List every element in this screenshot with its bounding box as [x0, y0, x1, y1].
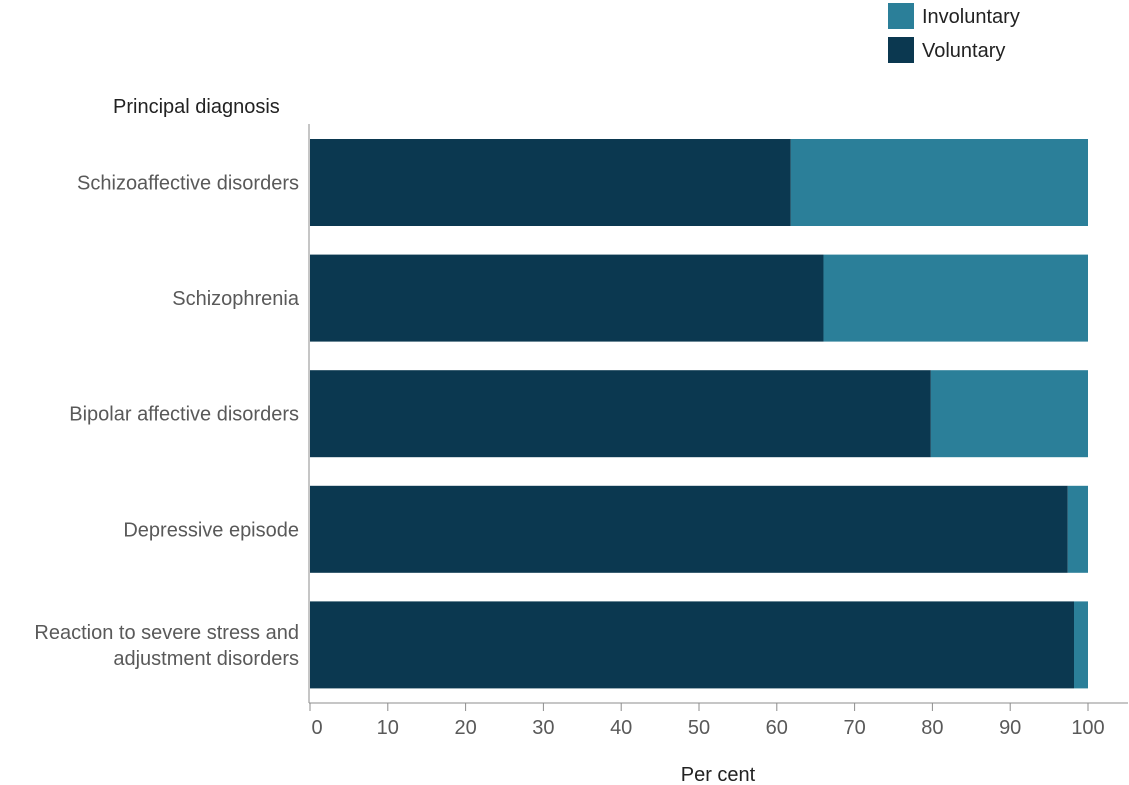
x-tick-label: 30	[532, 717, 554, 739]
bar-voluntary-0	[310, 139, 791, 226]
x-tick-label: 70	[843, 717, 865, 739]
category-label: adjustment disorders	[113, 648, 299, 670]
category-label: Bipolar affective disorders	[69, 404, 299, 426]
x-tick-label: 50	[688, 717, 710, 739]
bar-involuntary-3	[1067, 485, 1088, 573]
x-tick-labels: 0 10 20 30 40 50 60 70 80 90 100	[311, 717, 1104, 739]
bar-voluntary-1	[310, 254, 824, 342]
category-label: Depressive episode	[123, 519, 299, 541]
legend-swatch-voluntary	[888, 37, 914, 63]
x-tick-label: 80	[921, 717, 943, 739]
bar-involuntary-0	[790, 139, 1088, 226]
bar-involuntary-4	[1073, 601, 1088, 689]
x-tick-label: 90	[999, 717, 1021, 739]
x-tick-label: 100	[1071, 717, 1104, 739]
axes	[308, 124, 1128, 711]
x-tick-label: 40	[610, 717, 632, 739]
legend-label-involuntary: Involuntary	[922, 6, 1020, 28]
legend-label-voluntary: Voluntary	[922, 40, 1005, 62]
legend: Involuntary Voluntary	[888, 3, 1020, 63]
bar-involuntary-1	[823, 254, 1088, 342]
x-tick-label: 10	[377, 717, 399, 739]
bars	[310, 139, 1088, 689]
category-labels: Schizoaffective disorders Schizophrenia Bi…	[34, 173, 299, 670]
legend-swatch-involuntary	[888, 3, 914, 29]
bar-involuntary-2	[930, 370, 1088, 458]
category-label: Schizoaffective disorders	[77, 173, 299, 195]
bar-voluntary-4	[310, 601, 1074, 689]
category-label: Schizophrenia	[172, 288, 300, 310]
category-label: Reaction to severe stress and	[34, 622, 299, 644]
x-axis-title: Per cent	[681, 764, 756, 785]
x-tick-label: 0	[311, 717, 322, 739]
x-tick-label: 60	[766, 717, 788, 739]
bar-voluntary-2	[310, 370, 931, 458]
x-tick-label: 20	[454, 717, 476, 739]
bar-voluntary-3	[310, 485, 1068, 573]
y-axis-title: Principal diagnosis	[113, 96, 280, 118]
